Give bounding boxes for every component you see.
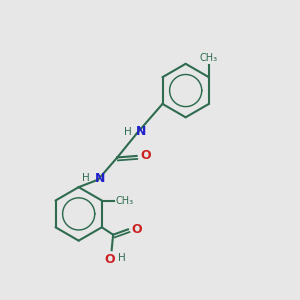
Text: O: O — [105, 253, 116, 266]
Text: H: H — [124, 127, 131, 136]
Text: O: O — [131, 223, 142, 236]
Text: N: N — [94, 172, 105, 185]
Text: CH₃: CH₃ — [116, 196, 134, 206]
Text: H: H — [82, 173, 90, 183]
Text: H: H — [118, 253, 125, 262]
Text: O: O — [140, 149, 151, 162]
Text: CH₃: CH₃ — [200, 53, 218, 63]
Text: N: N — [136, 125, 146, 138]
